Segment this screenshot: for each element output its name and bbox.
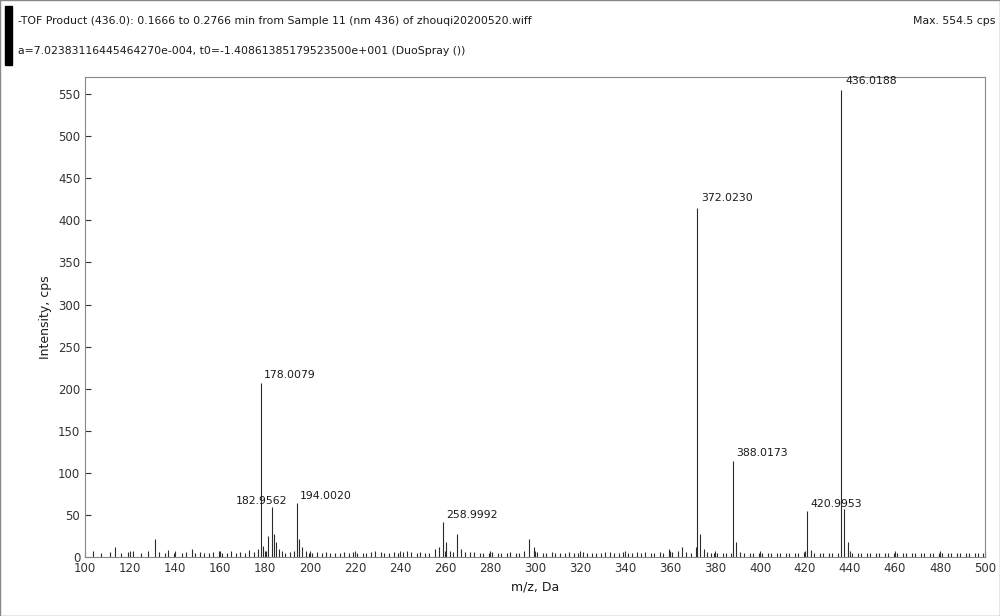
Text: 178.0079: 178.0079 bbox=[264, 370, 316, 379]
Y-axis label: Intensity, cps: Intensity, cps bbox=[39, 275, 52, 359]
Bar bbox=[5, 6, 12, 65]
Text: 182.9562: 182.9562 bbox=[236, 496, 287, 506]
Text: 436.0188: 436.0188 bbox=[846, 76, 897, 86]
Text: -TOF Product (436.0): 0.1666 to 0.2766 min from Sample 11 (nm 436) of zhouqi2020: -TOF Product (436.0): 0.1666 to 0.2766 m… bbox=[18, 15, 532, 26]
Text: a=7.02383116445464270e-004, t0=-1.40861385179523500e+001 (DuoSpray ()): a=7.02383116445464270e-004, t0=-1.408613… bbox=[18, 46, 465, 56]
Text: 258.9992: 258.9992 bbox=[446, 509, 498, 519]
X-axis label: m/z, Da: m/z, Da bbox=[511, 581, 559, 594]
Text: 420.9953: 420.9953 bbox=[811, 498, 862, 509]
Text: 372.0230: 372.0230 bbox=[702, 193, 753, 203]
Text: 388.0173: 388.0173 bbox=[736, 448, 788, 458]
Text: Max. 554.5 cps: Max. 554.5 cps bbox=[913, 15, 995, 26]
Text: 194.0020: 194.0020 bbox=[300, 491, 352, 501]
